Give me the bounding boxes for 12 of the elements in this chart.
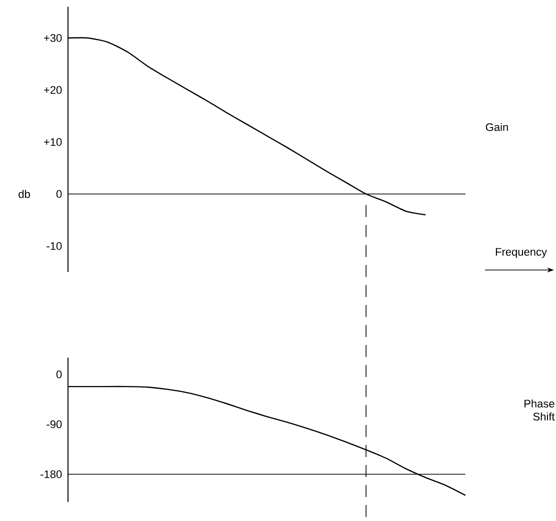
text: Frequency	[496, 248, 547, 258]
y-tick-label: +30	[44, 34, 62, 42]
y-axis-title: db	[18, 190, 30, 198]
text: Phase Shift	[524, 399, 555, 421]
y-tick-label: +20	[44, 86, 62, 94]
y-tick-label: 0	[56, 370, 62, 378]
y-tick-label: -180	[40, 470, 62, 478]
y-tick-label: +10	[44, 138, 62, 146]
y-tick-label: -90	[46, 420, 62, 428]
text: Gain	[486, 122, 508, 132]
y-tick-label: 0	[56, 190, 62, 198]
y-tick-label: -10	[46, 242, 62, 250]
